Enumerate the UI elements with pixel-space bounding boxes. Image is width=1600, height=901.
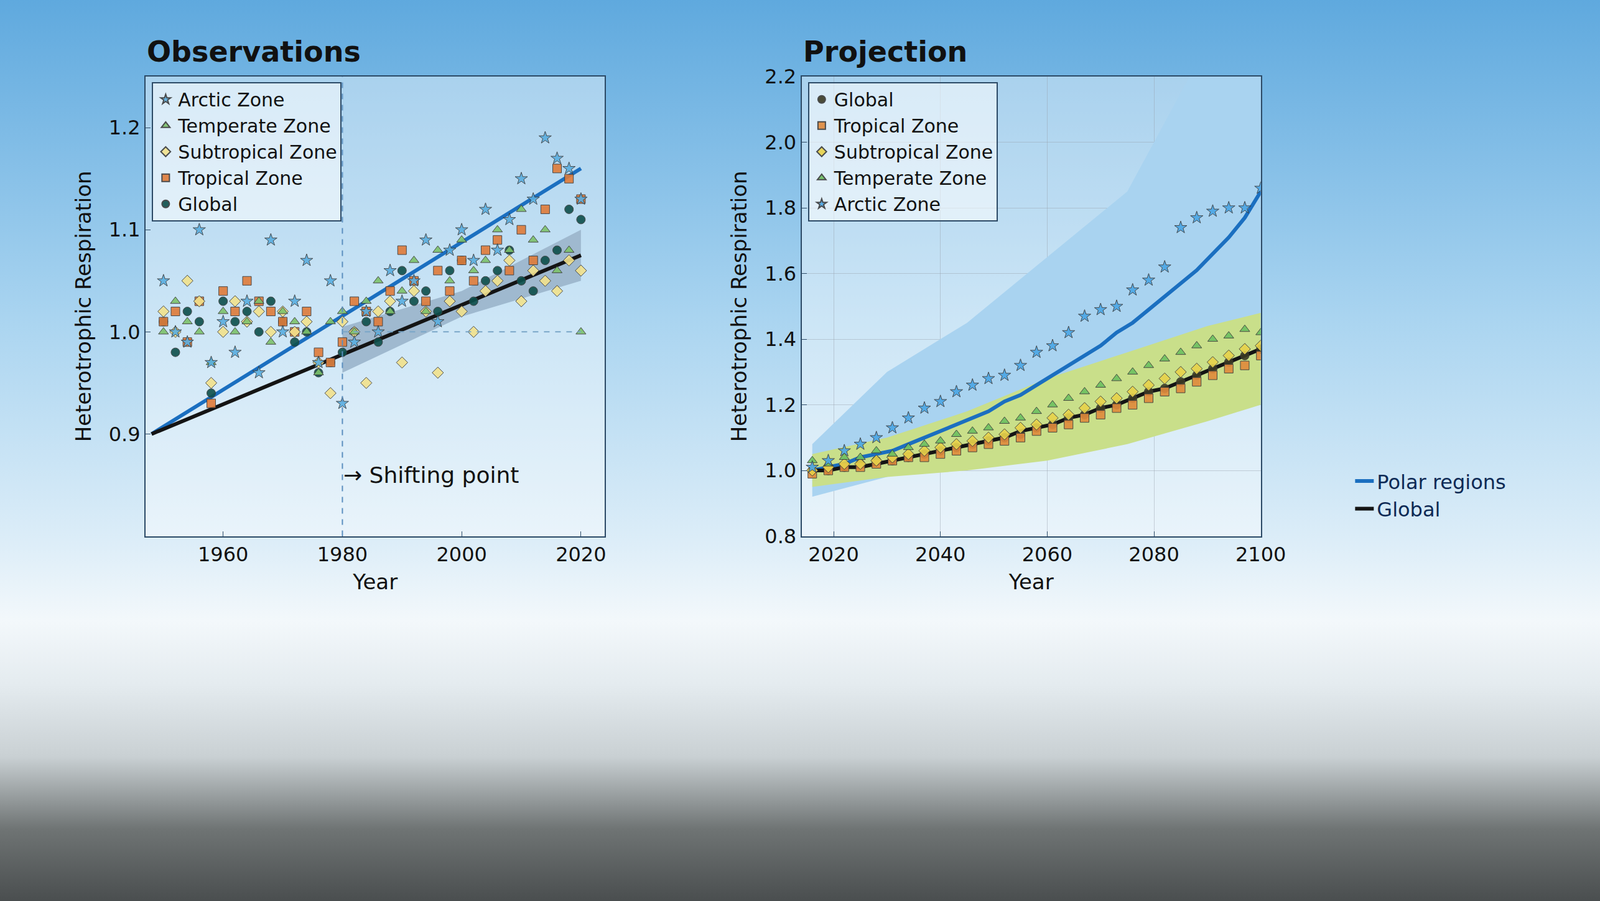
svg-text:2020: 2020 <box>555 542 606 567</box>
svg-text:2060: 2060 <box>1022 542 1073 567</box>
svg-text:Observations: Observations <box>146 34 361 69</box>
svg-text:Year: Year <box>352 569 398 595</box>
svg-text:Heterotrophic Respiration: Heterotrophic Respiration <box>726 170 752 442</box>
svg-text:2.2: 2.2 <box>764 64 797 89</box>
svg-text:→ Shifting point: → Shifting point <box>343 462 519 488</box>
svg-text:1.1: 1.1 <box>108 217 141 242</box>
svg-text:0.8: 0.8 <box>764 524 797 549</box>
svg-text:Tropical Zone: Tropical Zone <box>833 115 959 137</box>
svg-text:2040: 2040 <box>915 542 966 567</box>
svg-text:1980: 1980 <box>317 542 368 567</box>
svg-text:1.4: 1.4 <box>764 327 797 351</box>
svg-text:2020: 2020 <box>808 542 859 567</box>
svg-text:0.9: 0.9 <box>108 422 141 447</box>
svg-text:1.8: 1.8 <box>764 195 797 220</box>
svg-text:Subtropical Zone: Subtropical Zone <box>177 141 337 163</box>
svg-text:Temperate Zone: Temperate Zone <box>833 167 987 190</box>
svg-text:Polar regions: Polar regions <box>1376 470 1506 494</box>
svg-text:Heterotrophic Respiration: Heterotrophic Respiration <box>70 170 96 442</box>
svg-text:Tropical Zone: Tropical Zone <box>177 167 303 190</box>
svg-text:2.0: 2.0 <box>764 130 797 155</box>
svg-text:2080: 2080 <box>1128 542 1179 567</box>
svg-text:Arctic Zone: Arctic Zone <box>177 88 285 111</box>
svg-text:2100: 2100 <box>1235 542 1286 567</box>
svg-text:1.0: 1.0 <box>764 458 797 483</box>
svg-text:1.2: 1.2 <box>108 115 141 140</box>
svg-text:Year: Year <box>1008 569 1054 595</box>
svg-text:1.2: 1.2 <box>764 393 797 417</box>
svg-text:Subtropical Zone: Subtropical Zone <box>834 141 993 163</box>
svg-text:Projection: Projection <box>803 34 968 69</box>
svg-text:1960: 1960 <box>197 542 249 567</box>
svg-text:Temperate Zone: Temperate Zone <box>177 115 331 137</box>
svg-text:1.6: 1.6 <box>764 261 797 286</box>
svg-text:Global: Global <box>177 193 238 216</box>
svg-text:2000: 2000 <box>436 542 487 567</box>
svg-text:Arctic Zone: Arctic Zone <box>834 193 941 216</box>
svg-text:1.0: 1.0 <box>108 320 141 345</box>
svg-text:Global: Global <box>834 88 894 111</box>
svg-text:Global: Global <box>1376 497 1441 522</box>
